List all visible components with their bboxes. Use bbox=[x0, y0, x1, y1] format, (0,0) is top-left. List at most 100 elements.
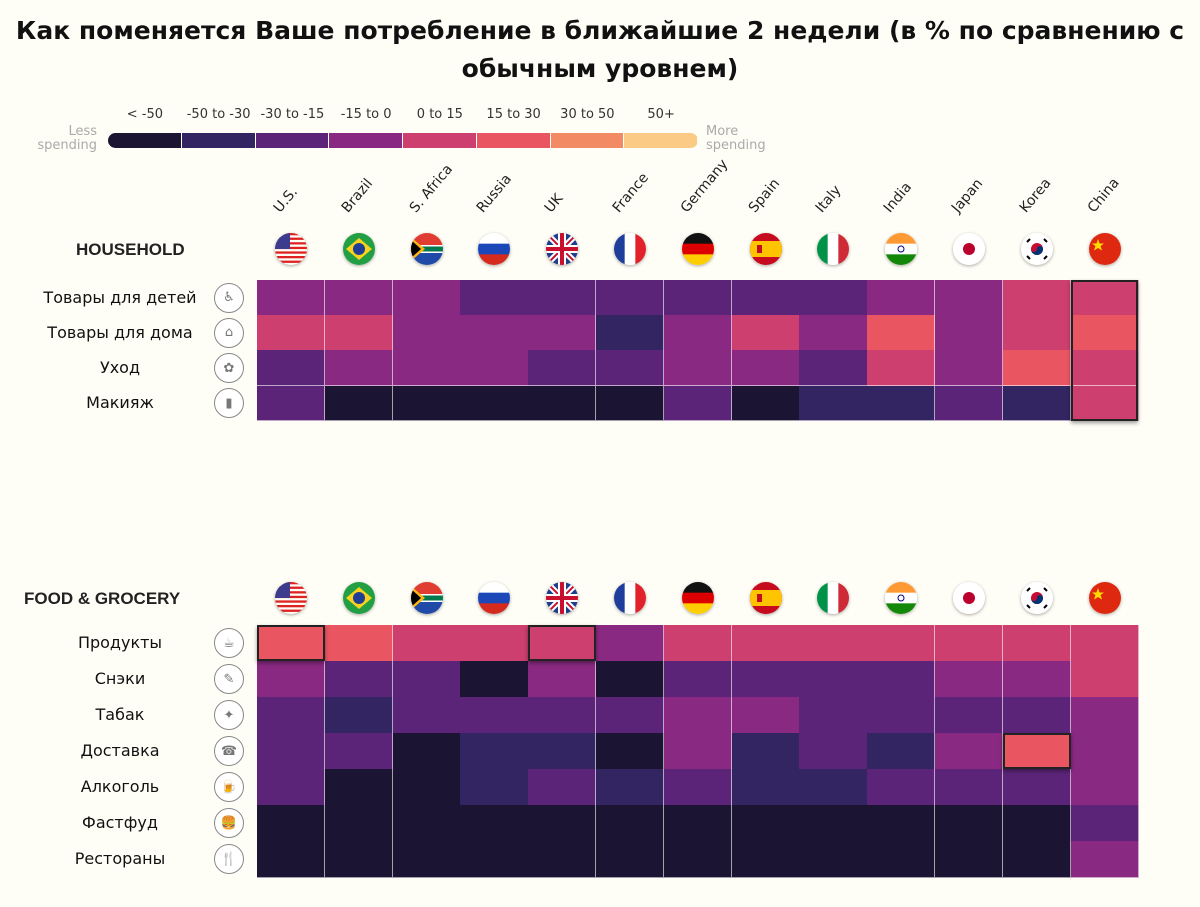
heatmap-cell bbox=[731, 625, 800, 662]
heatmap-cell bbox=[460, 697, 529, 734]
heatmap-cell bbox=[596, 385, 665, 422]
heatmap-cell bbox=[663, 315, 733, 351]
heatmap-cell bbox=[799, 625, 868, 662]
heatmap-cell bbox=[460, 805, 529, 842]
heatmap-cell bbox=[935, 625, 1004, 662]
heatmap-cell bbox=[392, 841, 461, 878]
heatmap-cell bbox=[731, 769, 800, 806]
legend-bin-label: -15 to 0 bbox=[340, 107, 392, 122]
row-label: Алкоголь bbox=[80, 777, 160, 796]
heatmap-cell bbox=[460, 733, 529, 770]
legend-swatch bbox=[255, 133, 330, 148]
heatmap-cell bbox=[867, 661, 936, 698]
heatmap-cell bbox=[392, 661, 461, 698]
row-label: Продукты bbox=[77, 633, 163, 652]
heatmap-cell bbox=[528, 280, 597, 316]
flag-india-icon bbox=[885, 582, 918, 614]
flag-china-icon bbox=[1088, 233, 1121, 265]
heatmap-cell bbox=[528, 315, 597, 351]
country-label: U.S. bbox=[270, 184, 301, 216]
country-label: S. Africa bbox=[406, 161, 456, 216]
restaurant-icon: 🍴 bbox=[214, 844, 244, 874]
heatmap-cell bbox=[935, 841, 1004, 878]
heatmap-cell bbox=[596, 625, 665, 662]
heatmap-cell bbox=[324, 385, 394, 422]
cream-jar-icon: ✿ bbox=[214, 353, 244, 383]
flag-russia-icon bbox=[478, 582, 511, 614]
flag-korea-icon bbox=[1020, 582, 1053, 614]
heatmap-cell bbox=[867, 805, 936, 842]
grocery-bag-icon: ☕ bbox=[214, 628, 244, 658]
heatmap-cell bbox=[1002, 661, 1072, 698]
heatmap-cell bbox=[731, 315, 800, 351]
country-label: Russia bbox=[474, 171, 516, 216]
country-label: Japan bbox=[948, 175, 986, 216]
heatmap-cell bbox=[257, 280, 326, 316]
heatmap-cell bbox=[799, 769, 868, 806]
heatmap-cell bbox=[1070, 733, 1139, 770]
heatmap-cell bbox=[731, 280, 800, 316]
flag-italy-icon bbox=[817, 233, 850, 265]
heatmap-cell bbox=[1002, 350, 1072, 387]
heatmap-cell bbox=[731, 733, 800, 770]
flag-india-icon bbox=[885, 233, 918, 265]
cigarette-icon: ✦ bbox=[214, 700, 244, 730]
flag-germany-icon bbox=[681, 233, 714, 265]
heatmap-cell bbox=[324, 805, 394, 842]
heatmap-cell bbox=[460, 661, 529, 698]
heatmap-cell bbox=[1002, 841, 1072, 878]
heatmap-cell bbox=[867, 841, 936, 878]
legend-swatch bbox=[329, 133, 403, 148]
legend-bin-label: 30 to 50 bbox=[560, 107, 615, 122]
section-title: HOUSEHOLD bbox=[76, 240, 185, 259]
flag-spain-icon bbox=[749, 233, 782, 265]
legend-left-label: Less spending bbox=[37, 124, 97, 153]
heatmap-cell bbox=[392, 805, 461, 842]
legend-swatch bbox=[108, 133, 182, 148]
heatmap-cell bbox=[1002, 697, 1072, 734]
heatmap-cell bbox=[663, 841, 733, 878]
heatmap-cell bbox=[257, 769, 326, 806]
flag-uk-icon bbox=[546, 582, 579, 614]
heatmap-cell bbox=[392, 385, 461, 422]
heatmap-cell bbox=[596, 733, 665, 770]
flag-s-africa-icon bbox=[410, 233, 443, 265]
heatmap-cell bbox=[257, 350, 326, 387]
heatmap-cell bbox=[1070, 350, 1139, 387]
heatmap-cell bbox=[528, 385, 597, 422]
flag-russia-icon bbox=[478, 233, 511, 265]
heatmap-cell bbox=[257, 841, 326, 878]
flag-germany-icon bbox=[681, 582, 714, 614]
legend-swatch bbox=[550, 133, 625, 148]
heatmap-cell bbox=[460, 769, 529, 806]
heatmap-cell bbox=[799, 733, 868, 770]
heatmap-cell bbox=[324, 280, 394, 316]
color-legend bbox=[108, 133, 698, 148]
heatmap-cell bbox=[324, 697, 394, 734]
heatmap-cell bbox=[799, 350, 868, 387]
country-label: India bbox=[880, 179, 916, 216]
country-label: Brazil bbox=[338, 175, 376, 216]
heatmap-cell bbox=[799, 280, 868, 316]
flag-uk-icon bbox=[546, 233, 579, 265]
heatmap-cell bbox=[1002, 805, 1072, 842]
flag-brazil-icon bbox=[342, 233, 375, 265]
heatmap-cell bbox=[596, 661, 665, 698]
heatmap-cell bbox=[935, 697, 1004, 734]
snack-pack-icon: ✎ bbox=[214, 664, 244, 694]
heatmap-cell bbox=[1002, 769, 1072, 806]
heatmap-cell bbox=[663, 385, 733, 422]
heatmap-cell bbox=[1070, 769, 1139, 806]
heatmap-cell bbox=[324, 661, 394, 698]
heatmap-cell bbox=[1070, 661, 1139, 698]
legend-swatch bbox=[476, 133, 551, 148]
heatmap-cell bbox=[935, 733, 1004, 770]
country-label: Germany bbox=[677, 156, 732, 216]
heatmap-cell bbox=[935, 350, 1004, 387]
highlight-box bbox=[1002, 733, 1071, 769]
heatmap-cell bbox=[935, 315, 1004, 351]
heatmap-cell bbox=[392, 697, 461, 734]
heatmap-cell bbox=[935, 661, 1004, 698]
heatmap-cell bbox=[257, 805, 326, 842]
heatmap-cell bbox=[392, 350, 461, 387]
